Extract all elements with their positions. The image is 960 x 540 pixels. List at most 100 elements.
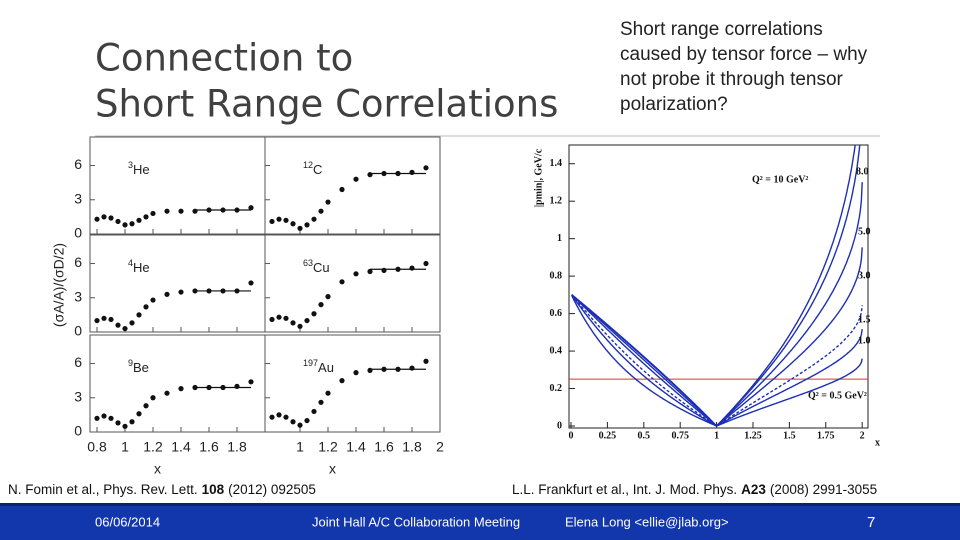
data-point bbox=[409, 265, 415, 271]
data-point bbox=[367, 367, 373, 373]
data-point bbox=[353, 271, 359, 277]
data-point bbox=[381, 366, 387, 372]
panel-frame bbox=[89, 334, 266, 433]
data-point bbox=[304, 417, 310, 424]
data-point bbox=[297, 225, 303, 231]
panel-element: C bbox=[313, 162, 322, 177]
data-point bbox=[381, 170, 387, 177]
y-tick-label: 0 bbox=[74, 423, 82, 439]
x-tick-label: 0.75 bbox=[671, 430, 689, 441]
panel-frame bbox=[264, 234, 441, 333]
data-point bbox=[276, 216, 282, 222]
data-point bbox=[192, 208, 198, 214]
citation-volume: 108 bbox=[202, 482, 225, 497]
data-point bbox=[206, 384, 212, 391]
data-point bbox=[276, 314, 282, 320]
data-point bbox=[129, 221, 135, 227]
footer-bar bbox=[0, 503, 960, 540]
data-point bbox=[220, 384, 226, 391]
panel-mass: 4 bbox=[128, 258, 133, 268]
panel-element: He bbox=[133, 162, 150, 177]
curve-label: 8.0 bbox=[856, 166, 869, 177]
x-tick-label: 0.25 bbox=[599, 430, 617, 441]
data-point bbox=[108, 316, 114, 323]
data-point bbox=[108, 415, 114, 421]
y-tick-label: 6 bbox=[74, 254, 82, 270]
data-point bbox=[122, 423, 128, 429]
panel-mass: 3 bbox=[128, 160, 133, 170]
x-tick-label: 0.8 bbox=[87, 439, 107, 455]
x-axis-title: x bbox=[329, 461, 336, 477]
data-point bbox=[178, 386, 184, 392]
data-point bbox=[129, 419, 135, 425]
data-point bbox=[353, 370, 359, 376]
citation-rest: (2012) 092505 bbox=[228, 482, 316, 497]
data-point bbox=[150, 210, 156, 217]
panel-label: 63Cu bbox=[303, 258, 330, 275]
data-point bbox=[122, 222, 128, 228]
panel-frame bbox=[89, 136, 266, 235]
data-point bbox=[395, 266, 401, 272]
y-tick-label: 1.2 bbox=[550, 195, 563, 206]
x-tick-label: 1.5 bbox=[783, 430, 796, 441]
data-point bbox=[220, 288, 226, 294]
x-tick-label: 1 bbox=[121, 439, 129, 455]
data-point bbox=[192, 384, 198, 391]
data-point bbox=[367, 172, 373, 178]
x-tick-label: 0.5 bbox=[638, 430, 651, 441]
data-point bbox=[248, 280, 254, 286]
data-point bbox=[206, 207, 212, 213]
data-point bbox=[178, 289, 184, 295]
x-tick-label: 1.75 bbox=[817, 430, 835, 441]
footer-event: Joint Hall A/C Collaboration Meeting bbox=[312, 514, 520, 529]
data-point bbox=[192, 288, 198, 294]
y-tick-label: 3 bbox=[74, 288, 82, 304]
data-point bbox=[290, 320, 296, 326]
citation: L.L. Frankfurt et al., Int. J. Mod. Phys… bbox=[512, 482, 877, 497]
data-point bbox=[269, 218, 275, 225]
data-point bbox=[115, 420, 121, 426]
data-point bbox=[269, 316, 275, 323]
note-line: not probe it through tensor bbox=[620, 69, 844, 90]
panel-frame bbox=[264, 334, 441, 433]
x-tick-label: 1.2 bbox=[143, 439, 163, 455]
panel-element: He bbox=[133, 260, 150, 275]
citation-text: L.L. Frankfurt et al., Int. J. Mod. Phys… bbox=[512, 482, 737, 497]
panel-mass: 63 bbox=[303, 258, 313, 268]
data-point bbox=[290, 221, 296, 227]
data-point bbox=[101, 214, 107, 220]
page-number: 7 bbox=[867, 514, 875, 531]
curve-label: 1.0 bbox=[858, 335, 871, 346]
y-tick-label: 0 bbox=[74, 323, 82, 339]
x-tick-label: 1.6 bbox=[199, 439, 219, 455]
data-point bbox=[311, 408, 317, 415]
data-point bbox=[318, 208, 324, 214]
y-tick-label: 3 bbox=[74, 388, 82, 404]
data-point bbox=[136, 312, 142, 318]
curve-label: Q² = 0.5 GeV² bbox=[808, 390, 867, 401]
panel-mass: 197 bbox=[303, 358, 318, 368]
data-point bbox=[353, 176, 359, 182]
data-point bbox=[283, 414, 289, 420]
y-axis-title: (σA/A)/(σD/2) bbox=[51, 243, 67, 327]
x-axis-title: x bbox=[154, 461, 161, 477]
data-point bbox=[248, 205, 254, 211]
x-tick-label: 1.8 bbox=[227, 439, 247, 455]
x-tick-label: 1.25 bbox=[744, 430, 762, 441]
y-tick-label: 6 bbox=[74, 354, 82, 370]
data-point bbox=[136, 411, 142, 417]
title-line: Short Range Correlations bbox=[95, 83, 558, 126]
data-point bbox=[311, 216, 317, 222]
panel-label: 197Au bbox=[303, 358, 334, 375]
data-point bbox=[143, 214, 149, 220]
data-point bbox=[318, 399, 324, 405]
data-point bbox=[269, 414, 275, 420]
citation-rest: (2008) 2991-3055 bbox=[770, 482, 877, 497]
panel-frame bbox=[264, 136, 441, 235]
curve-label: 5.0 bbox=[858, 226, 871, 237]
data-point bbox=[101, 413, 107, 419]
data-point bbox=[325, 390, 331, 396]
data-point bbox=[150, 297, 156, 303]
data-point bbox=[115, 218, 121, 225]
panel-element: Cu bbox=[313, 260, 330, 275]
